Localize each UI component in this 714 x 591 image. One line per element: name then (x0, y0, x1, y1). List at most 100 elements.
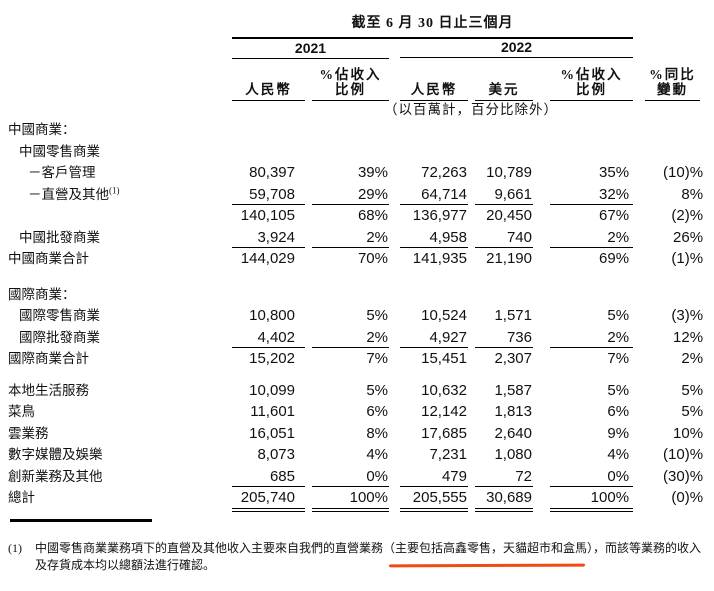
row-label: 中國批發商業 (19, 229, 100, 245)
value-cell: 4,927 (400, 327, 468, 348)
segment-results-table: 截至 6 月 30 日止三個月 2021 2022 人民幣 %佔收入 比例 人民幣… (0, 0, 710, 512)
value-cell: 70% (357, 250, 388, 267)
value-cell: 2% (550, 327, 634, 348)
year-header-row: 2021 2022 (0, 38, 710, 59)
value-cell: 80,397 (249, 164, 295, 181)
col-header-usd: 美元 (475, 82, 533, 101)
row-label: 國際批發商業 (19, 329, 100, 345)
value-cell: 10,524 (421, 307, 467, 324)
value-cell: 5% (681, 403, 704, 420)
value-cell: 21,190 (486, 250, 532, 267)
value-cell: 7% (607, 350, 630, 367)
col-header-pct-2022: %佔收入 比例 (550, 67, 634, 101)
value-cell: 140,105 (240, 207, 295, 224)
value-cell: (30)% (663, 467, 704, 485)
value-cell: 0% (550, 466, 634, 487)
value-cell: (0)% (671, 489, 704, 506)
row-customer-management: －客戶管理 80,397 39% 72,263 10,789 35% (10)% (0, 162, 710, 184)
value-cell: 12,142 (421, 403, 467, 420)
value-cell: 2% (312, 227, 389, 248)
value-cell: 100% (550, 487, 634, 512)
value-cell: 5% (607, 381, 630, 399)
value-cell: 10,800 (249, 307, 295, 324)
units-note-row: （以百萬計，百分比除外） (0, 101, 710, 119)
value-cell: 20,450 (486, 207, 532, 224)
value-cell: 9,661 (475, 184, 533, 205)
row-label: 數字媒體及娛樂 (8, 447, 103, 462)
row-china-retail-header: 中國零售商業 (0, 141, 710, 163)
value-cell: 136,977 (412, 207, 467, 224)
value-cell: 17,685 (421, 424, 467, 442)
value-cell: 7% (366, 350, 388, 367)
value-cell: 30,689 (475, 487, 533, 512)
value-cell: 12% (673, 328, 704, 346)
column-header-row: 人民幣 %佔收入 比例 人民幣 美元 %佔收入 比例 %同比 變動 (0, 58, 710, 101)
row-intl-wholesale: 國際批發商業 4,402 2% 4,927 736 2% 12% (0, 327, 710, 348)
footnote: (1) 中國零售商業業務項下的直營及其他收入主要來自我們的直營業務（主要包括高鑫… (8, 540, 710, 573)
row-label: 國際零售商業 (19, 308, 100, 323)
footnote-text-line1: 中國零售商業業務項下的直營及其他收入主要來自我們的直營業務（主要包括高鑫零售，天… (35, 541, 702, 555)
row-cainiao: 菜鳥 11,601 6% 12,142 1,813 6% 5% (0, 401, 710, 423)
col-header-pct-2021: %佔收入 比例 (312, 67, 389, 101)
row-digital-media-entertainment: 數字媒體及娛樂 8,073 4% 7,231 1,080 4% (10)% (0, 444, 710, 466)
section-label: 中國商業： (8, 122, 76, 137)
value-cell: 67% (599, 207, 630, 224)
col-header-yoy: %同比 變動 (645, 67, 701, 101)
value-cell: 2,640 (494, 424, 532, 442)
value-cell: 685 (232, 466, 305, 487)
value-cell: 144,029 (240, 250, 295, 267)
row-grand-total: 總計 205,740 100% 205,555 30,689 100% (0)% (0, 487, 710, 512)
value-cell: 479 (400, 466, 468, 487)
value-cell: (3)% (671, 307, 704, 324)
row-label: 總計 (8, 490, 35, 505)
value-cell: 26% (673, 228, 704, 246)
value-cell: 10% (673, 424, 704, 442)
value-cell: 6% (607, 403, 630, 420)
value-cell: 5% (681, 381, 704, 399)
period-title: 截至 6 月 30 日止三個月 (232, 0, 634, 39)
value-cell: 11,601 (250, 403, 295, 420)
footnote-text-line2: 及存貨成本均以總額法進行確認。 (35, 557, 216, 572)
units-note: （以百萬計，百分比除外） (384, 102, 559, 117)
row-label: 國際商業合計 (8, 351, 89, 366)
value-cell: 205,555 (400, 487, 468, 512)
row-intl-commerce-header: 國際商業： (0, 284, 710, 306)
row-innovation-others: 創新業務及其他 685 0% 479 72 0% (30)% (0, 466, 710, 487)
col-header-rmb-2021: 人民幣 (232, 82, 305, 101)
row-cloud: 雲業務 16,051 8% 17,685 2,640 9% 10% (0, 423, 710, 445)
value-cell: 72,263 (421, 164, 467, 181)
value-cell: 4,958 (400, 227, 468, 248)
row-label: 本地生活服務 (8, 382, 89, 398)
value-cell: 39% (357, 164, 388, 181)
row-intl-commerce-total: 國際商業合計 15,202 7% 15,451 2,307 7% 2% (0, 348, 710, 370)
value-cell: 16,051 (249, 424, 295, 442)
period-header-row: 截至 6 月 30 日止三個月 (0, 0, 710, 39)
value-cell: 10,632 (421, 381, 467, 399)
value-cell: 1,571 (494, 307, 532, 324)
footnote-marker: (1) (8, 541, 22, 555)
value-cell: 6% (366, 403, 388, 420)
value-cell: 1,587 (494, 381, 532, 399)
row-label: 菜鳥 (8, 404, 35, 419)
value-cell: 32% (550, 184, 634, 205)
value-cell: 0% (312, 466, 389, 487)
year-2022-label: 2022 (400, 39, 634, 58)
value-cell: 1,080 (494, 446, 532, 463)
row-label: 創新業務及其他 (8, 468, 103, 484)
section-label: 中國零售商業 (19, 143, 100, 159)
value-cell: 9% (607, 424, 630, 442)
value-cell: (1)% (671, 250, 704, 267)
value-cell: 100% (312, 487, 389, 512)
value-cell: 5% (366, 307, 388, 324)
value-cell: 205,740 (232, 487, 305, 512)
footnote-ref: (1) (109, 185, 120, 195)
value-cell: 4,402 (232, 327, 305, 348)
value-cell: 2% (550, 227, 634, 248)
footnote-divider (10, 519, 152, 522)
value-cell: 141,935 (412, 250, 467, 267)
value-cell: 8% (681, 185, 704, 203)
value-cell: 35% (599, 164, 630, 181)
value-cell: 4% (607, 446, 630, 463)
value-cell: 15,202 (249, 350, 295, 367)
